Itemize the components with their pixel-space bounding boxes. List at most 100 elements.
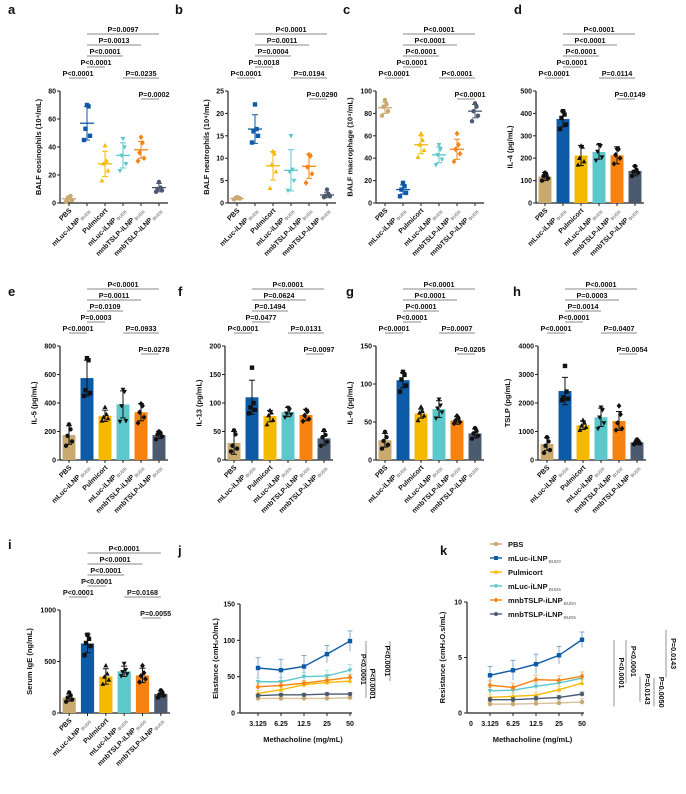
y-tick-label: 200 xyxy=(520,156,532,163)
pvalue-label: P<0.0001 xyxy=(406,302,437,311)
data-point xyxy=(249,365,255,370)
bar xyxy=(299,414,313,460)
pvalue-label: P<0.0001 xyxy=(397,313,428,322)
data-point xyxy=(231,428,237,433)
data-point xyxy=(547,447,553,453)
data-point xyxy=(559,115,564,121)
data-point xyxy=(533,684,539,689)
data-point xyxy=(578,143,584,148)
data-point xyxy=(598,405,604,410)
data-point xyxy=(248,405,253,410)
data-point xyxy=(541,450,547,456)
data-point xyxy=(269,162,274,167)
data-point xyxy=(595,426,601,432)
x-category-subscript: BUD5 xyxy=(152,466,165,479)
panel-letter: k xyxy=(440,543,448,558)
pvalue-label: P=0.0014 xyxy=(568,302,599,311)
panel-c: c 0 20 40 60 80 100 BALF macrophage (10⁴/mL) PBS… xyxy=(343,2,485,258)
legend-subscript: BUD5 xyxy=(564,615,577,620)
data-point xyxy=(560,108,566,114)
data-point xyxy=(251,400,256,406)
legend-entry: Pulmicort xyxy=(490,568,543,577)
panel-letter: e xyxy=(8,284,15,299)
x-category-subscript: BUD5 xyxy=(594,466,607,479)
pvalue-label: P<0.0001 xyxy=(566,47,597,56)
y-tick-label: 0 xyxy=(220,201,224,208)
data-point xyxy=(384,435,389,440)
pvalue-label: P=0.0149 xyxy=(615,90,646,99)
pvalue-label: P=0.0143 xyxy=(643,674,652,705)
data-point xyxy=(234,446,240,451)
y-tick-label: 1000 xyxy=(40,608,56,615)
y-tick-label: 0 xyxy=(530,458,534,465)
pvalue-label: P<0.0001 xyxy=(415,36,446,45)
data-point xyxy=(278,696,284,701)
y-tick-label: 100 xyxy=(223,638,235,645)
data-point xyxy=(347,674,353,681)
data-point xyxy=(384,102,389,107)
x-tick-label: 3.125 xyxy=(249,721,267,728)
data-point xyxy=(557,126,563,132)
data-point xyxy=(267,407,273,413)
x-axis-label: Methacholine (mg/mL) xyxy=(263,735,343,744)
series-5 xyxy=(255,691,353,698)
data-point xyxy=(559,397,565,403)
data-point xyxy=(104,158,109,163)
bar xyxy=(576,425,590,460)
x-category-subscript: BUD5 xyxy=(628,209,641,222)
data-point xyxy=(140,139,145,146)
x-category-subscript: BUD0 xyxy=(558,466,571,479)
x-category-subscript: BUD5 xyxy=(116,209,129,222)
data-point xyxy=(69,697,75,702)
pvalue-label: P=0.0011 xyxy=(267,36,298,45)
data-point xyxy=(137,149,142,156)
data-point xyxy=(629,173,635,179)
x-category-label: PBS xyxy=(223,464,238,479)
x-category-subscript: BUD0 xyxy=(80,209,93,222)
data-point xyxy=(324,651,330,657)
data-point xyxy=(66,422,72,427)
legend-swatch-marker xyxy=(494,612,498,616)
data-point xyxy=(324,439,330,444)
data-point xyxy=(471,431,476,436)
pvalue-label: P=0.0290 xyxy=(307,90,338,99)
data-point xyxy=(303,179,309,186)
y-axis-label: IL-6 (pg/mL) xyxy=(346,381,355,424)
data-point xyxy=(417,410,422,415)
pvalue-label: P<0.0001 xyxy=(383,646,392,677)
data-point xyxy=(556,653,562,658)
x-category: PBS xyxy=(58,717,73,732)
x-category-subscript: BUD0 xyxy=(610,209,623,222)
x-tick-label: 3.125 xyxy=(481,721,499,728)
legend-subscript: BUD5 xyxy=(549,587,562,592)
data-point xyxy=(617,155,623,162)
data-point xyxy=(562,363,568,369)
y-tick-label: 40 xyxy=(48,145,56,152)
y-axis-label: Serum IgE (ng/mL) xyxy=(25,628,34,695)
x-category: PBS xyxy=(223,464,238,479)
data-point xyxy=(563,122,569,127)
legend-entry: mLuc-iLNPBUD0 xyxy=(490,554,561,564)
data-point xyxy=(533,661,539,667)
pvalue-label: P=0.0050 xyxy=(657,677,666,708)
data-point xyxy=(140,402,145,409)
data-point xyxy=(255,683,261,690)
data-point xyxy=(601,421,607,426)
data-point xyxy=(475,433,481,438)
pvalue-label: P=0.0054 xyxy=(617,345,648,354)
y-tick-label: 300 xyxy=(520,133,532,140)
y-tick-label: 20 xyxy=(364,178,372,185)
pvalue-label: P=0.0097 xyxy=(304,345,335,354)
data-point xyxy=(301,696,307,701)
data-point xyxy=(403,190,409,196)
panel-letter: i xyxy=(8,537,12,552)
data-point xyxy=(156,179,162,185)
data-point xyxy=(582,420,587,425)
data-point xyxy=(487,682,493,689)
data-point xyxy=(103,662,109,668)
x-category-label: PBS xyxy=(374,464,389,479)
y-tick-label: 15 xyxy=(216,133,224,140)
data-point xyxy=(273,169,279,174)
data-point xyxy=(439,157,445,162)
